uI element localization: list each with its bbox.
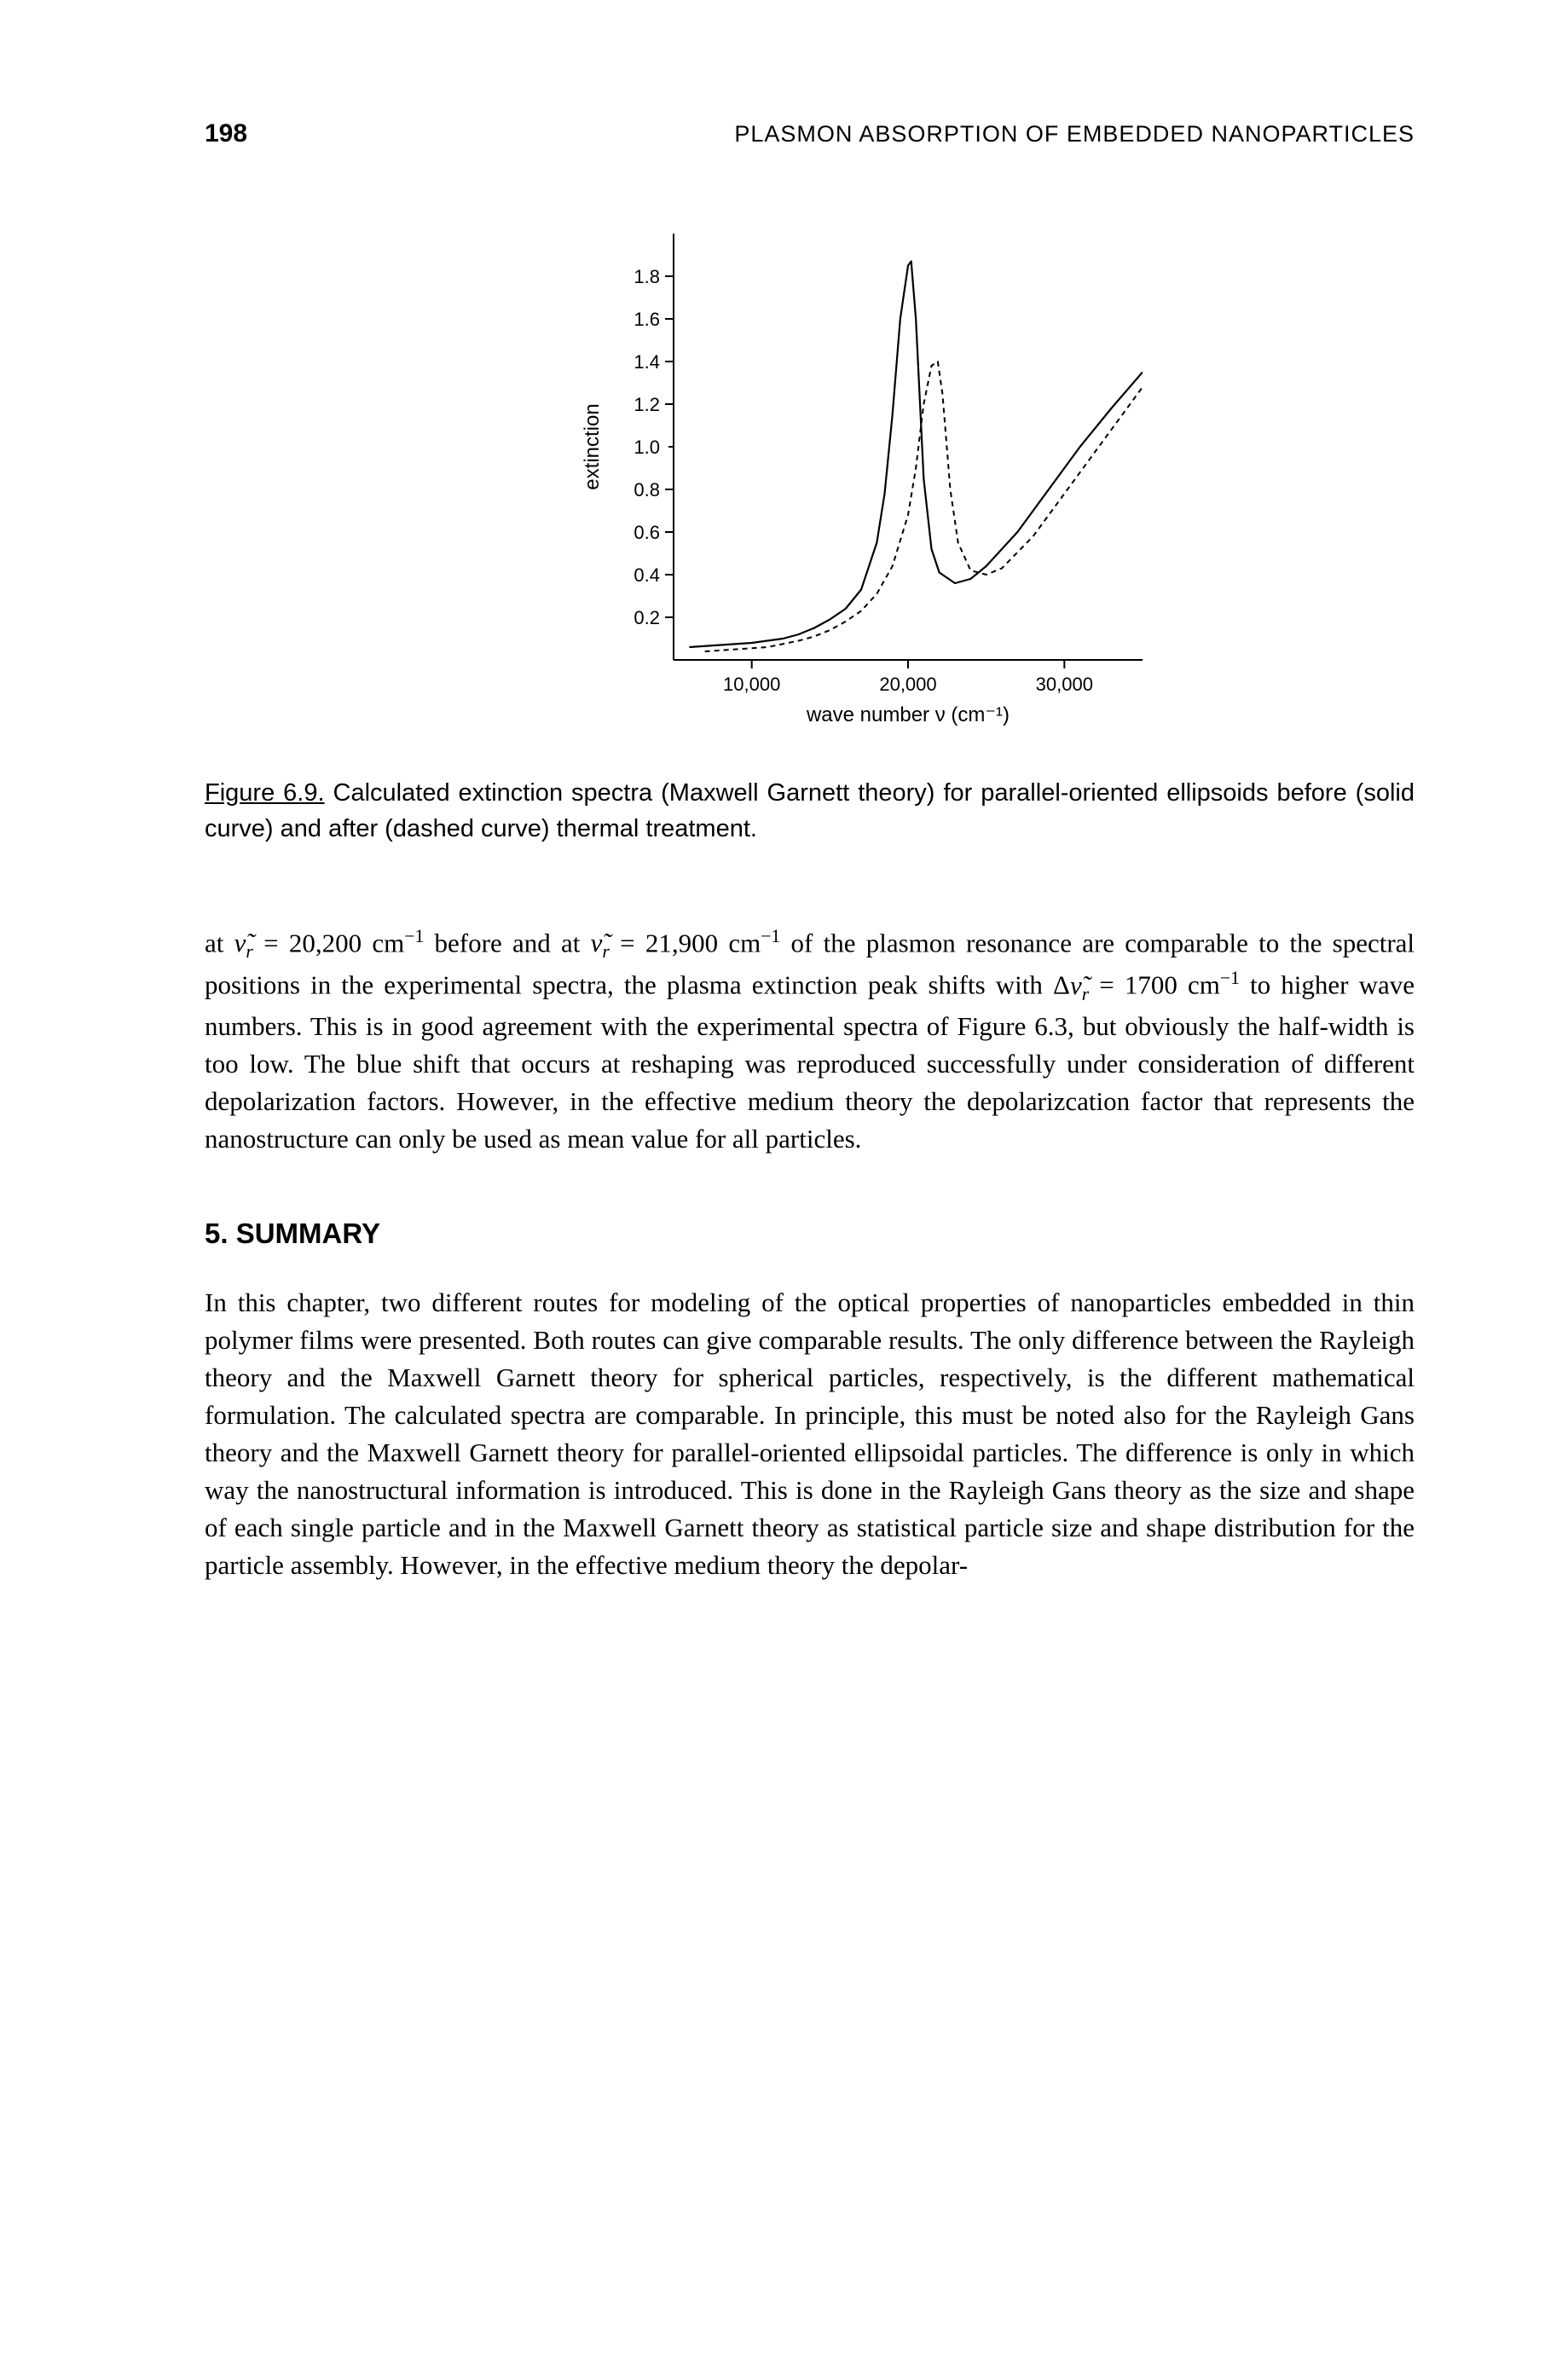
- section-heading-summary: 5. SUMMARY: [205, 1218, 1415, 1250]
- body-paragraph-1: at ν̃r = 20,200 cm−1 before and at ν̃r =…: [205, 923, 1415, 1158]
- svg-text:extinction: extinction: [581, 403, 604, 489]
- running-head: PLASMON ABSORPTION OF EMBEDDED NANOPARTI…: [418, 121, 1415, 148]
- svg-text:20,000: 20,000: [879, 674, 936, 695]
- page-number: 198: [205, 119, 247, 148]
- svg-text:30,000: 30,000: [1035, 674, 1092, 695]
- svg-text:1.8: 1.8: [634, 266, 660, 287]
- figure-label: Figure 6.9.: [205, 779, 325, 807]
- svg-text:10,000: 10,000: [723, 674, 780, 695]
- svg-text:0.2: 0.2: [634, 607, 660, 628]
- svg-text:0.6: 0.6: [634, 522, 660, 543]
- svg-text:0.4: 0.4: [634, 564, 660, 586]
- figure-caption: Figure 6.9. Calculated extinction spectr…: [205, 775, 1415, 847]
- extinction-chart: 0.2 0.4 0.6 0.8 1.0 1.2 1.4 1.6 1.8 10,000 20,000 3…: [554, 217, 1168, 745]
- figure-6-9: 0.2 0.4 0.6 0.8 1.0 1.2 1.4 1.6 1.8 10,000 20,000 3…: [205, 217, 1415, 847]
- svg-text:wave number ν (cm⁻¹): wave number ν (cm⁻¹): [805, 703, 1009, 726]
- figure-caption-text: Calculated extinction spectra (Maxwell G…: [205, 779, 1415, 842]
- svg-text:1.4: 1.4: [634, 351, 660, 373]
- svg-text:1.2: 1.2: [634, 394, 660, 415]
- page-header: 198 PLASMON ABSORPTION OF EMBEDDED NANOP…: [205, 119, 1415, 148]
- summary-paragraph-1: In this chapter, two different routes fo…: [205, 1284, 1415, 1584]
- chart-svg: 0.2 0.4 0.6 0.8 1.0 1.2 1.4 1.6 1.8 10,000 20,000 3…: [554, 217, 1168, 745]
- svg-text:1.0: 1.0: [634, 437, 660, 458]
- svg-text:1.6: 1.6: [634, 309, 660, 330]
- svg-text:0.8: 0.8: [634, 479, 660, 500]
